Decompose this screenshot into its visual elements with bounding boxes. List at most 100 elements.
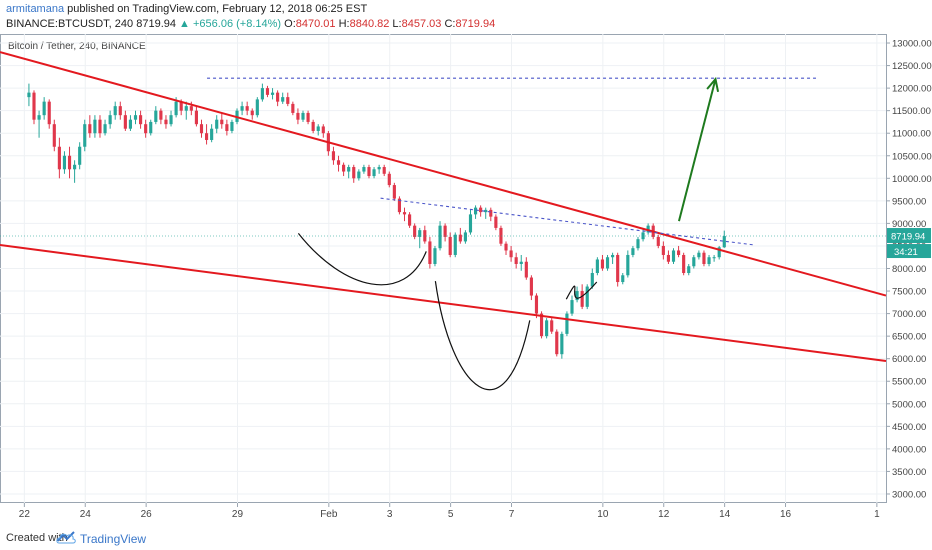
candle-body: [62, 155, 67, 170]
y-tick-label: 8000.00: [892, 264, 926, 275]
candle-body: [154, 110, 158, 122]
candle-body: [357, 171, 361, 179]
candle-body: [418, 230, 422, 237]
candle-body: [656, 236, 660, 246]
candle-body: [692, 257, 696, 267]
candle-body: [118, 106, 122, 116]
candle-body: [671, 250, 676, 262]
price-axis[interactable]: 3000.00 3500.00 4000.00 4500.00 5000.00 5500.…: [886, 39, 932, 501]
candle-body: [428, 241, 432, 264]
candle-body: [93, 119, 97, 134]
candle-body: [687, 266, 691, 274]
tradingview-brand: TradingView: [80, 532, 147, 546]
candle-body: [133, 115, 138, 120]
candle-body: [367, 167, 371, 177]
candle-body: [382, 167, 386, 174]
candle-body: [473, 207, 478, 215]
candle-body: [626, 254, 630, 276]
candle-body: [27, 92, 31, 98]
candle-body: [702, 252, 706, 264]
ohlc-line: BINANCE:BTCUSDT, 240 8719.94 ▲ +656.06 (…: [6, 18, 495, 30]
y-tick-label: 7000.00: [892, 309, 926, 320]
price-change: +656.06 (+8.14%): [193, 18, 282, 30]
candle-body: [433, 248, 437, 264]
candle-body: [306, 112, 310, 122]
candle-body: [550, 320, 554, 332]
candle-body: [509, 250, 513, 258]
candle-body: [494, 216, 498, 228]
target-arrow-line: [677, 78, 717, 222]
candle-body: [204, 133, 209, 140]
candle-body: [286, 97, 290, 104]
created-with-label: Created with: [6, 532, 68, 544]
candle-body: [108, 115, 112, 125]
y-tick-label: 6000.00: [892, 354, 926, 365]
target-arrow-head-icon: [706, 76, 720, 93]
candle-body: [230, 121, 234, 131]
candle-body: [402, 212, 407, 215]
candle-body: [220, 119, 224, 125]
x-tick-label: 16: [780, 509, 792, 520]
x-tick-label: 5: [448, 509, 454, 520]
candle-body: [331, 151, 336, 161]
candle-body: [199, 124, 204, 134]
x-tick-label: 29: [232, 509, 244, 520]
candlestick-series: [27, 83, 726, 359]
y-tick-label: 7500.00: [892, 287, 926, 298]
candle-body: [98, 119, 102, 134]
open-label: O:: [284, 18, 296, 30]
candle-body: [215, 119, 219, 129]
candle-body: [484, 209, 488, 213]
candle-body: [519, 261, 523, 264]
publish-line: armitamana published on TradingView.com,…: [6, 3, 367, 15]
x-tick-label: 1: [874, 509, 880, 520]
candle-body: [189, 106, 193, 111]
candle-body: [443, 225, 447, 237]
candle-body: [560, 333, 564, 355]
candle-body: [52, 124, 56, 147]
high-value: 8840.82: [349, 18, 390, 30]
y-tick-label: 12500.00: [892, 61, 932, 72]
red-trendline: [0, 244, 887, 362]
price-chart[interactable]: Bitcoin / Tether, 240, BINANCE 3000.0035…: [0, 34, 932, 526]
candle-body: [57, 146, 61, 170]
candle-body: [423, 230, 427, 242]
candle-body: [590, 273, 594, 287]
low-value: 8457.03: [401, 18, 442, 30]
chart-header: armitamana published on TradingView.com,…: [0, 0, 932, 34]
candle-body: [67, 155, 72, 170]
candle-body: [32, 92, 36, 120]
candle-body: [174, 101, 178, 116]
candle-body: [646, 225, 650, 233]
candle-body: [255, 99, 259, 116]
dashed-resistance-line: [380, 197, 756, 246]
candle-body: [240, 106, 244, 111]
candle-body: [392, 185, 396, 199]
candle-body: [524, 261, 528, 278]
candle-body: [316, 126, 320, 131]
candle-body: [149, 121, 153, 134]
x-tick-label: 3: [387, 509, 393, 520]
candle-body: [372, 169, 376, 177]
candle-body: [387, 173, 391, 186]
y-tick-label: 4000.00: [892, 444, 926, 455]
y-tick-label: 6500.00: [892, 332, 926, 343]
high-label: H:: [338, 18, 350, 30]
candle-body: [555, 331, 559, 355]
candle-body: [37, 115, 41, 120]
tradingview-logo[interactable]: TradingView: [56, 529, 146, 548]
candle-body: [605, 257, 610, 269]
close-label: C:: [444, 18, 456, 30]
y-tick-label: 5000.00: [892, 399, 926, 410]
time-axis[interactable]: 22 24 26 29 Feb 3 5 7 10 12 14 16 1: [19, 503, 880, 520]
candle-body: [321, 126, 325, 134]
y-tick-label: 11000.00: [892, 129, 931, 140]
candle-body: [666, 254, 671, 262]
drawing-layer: [0, 51, 887, 391]
candle-body: [661, 245, 665, 255]
candle-body: [468, 214, 473, 233]
author-link[interactable]: armitamana: [6, 3, 65, 15]
y-tick-label: 4500.00: [892, 422, 926, 433]
candle-body: [722, 236, 726, 248]
close-value: 8719.94: [455, 18, 496, 30]
